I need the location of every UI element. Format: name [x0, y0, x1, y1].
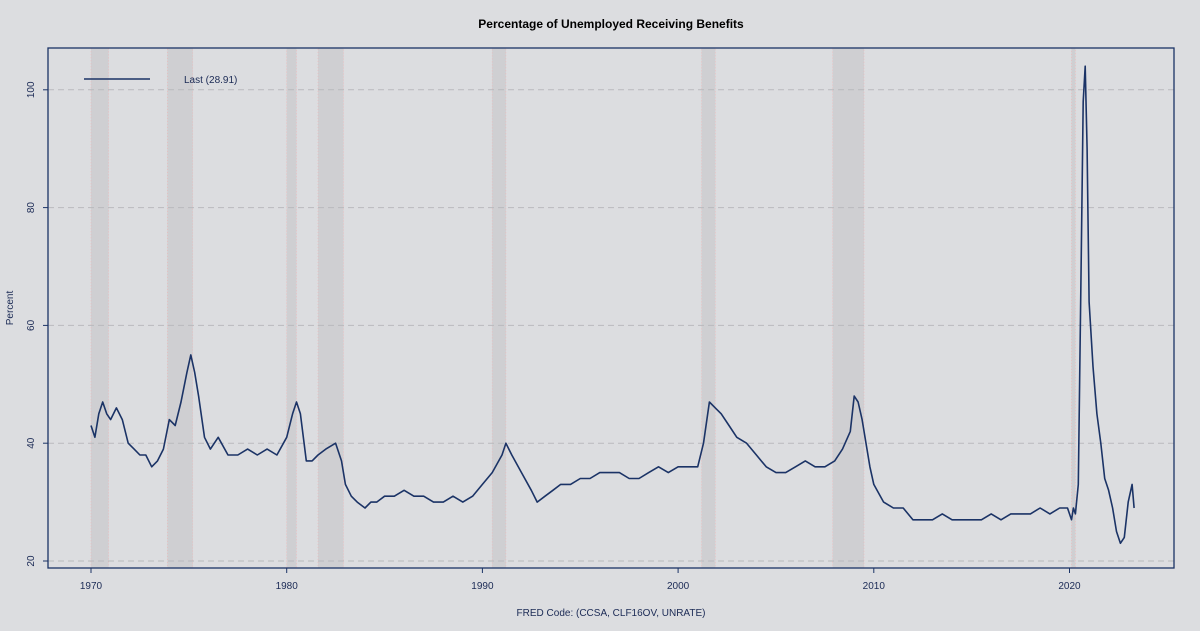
x-tick-label: 1980 — [276, 581, 299, 592]
y-axis-label: Percent — [5, 291, 16, 326]
y-tick-label: 60 — [26, 319, 37, 331]
x-tick-label: 2000 — [667, 581, 690, 592]
y-axis: 20 40 60 80 100 — [26, 81, 48, 567]
recession-band — [1071, 47, 1076, 569]
y-tick-label: 100 — [26, 81, 37, 98]
legend-label: Last (28.91) — [184, 75, 237, 86]
y-tick-label: 40 — [26, 437, 37, 449]
x-axis: 1970 1980 1990 2000 2010 2020 — [80, 568, 1081, 592]
recession-band — [832, 47, 865, 569]
series-line — [90, 65, 1135, 545]
x-tick-label: 2020 — [1058, 581, 1081, 592]
x-tick-label: 1970 — [80, 581, 103, 592]
plot-frame — [47, 47, 1175, 569]
x-axis-label: FRED Code: (CCSA, CLF16OV, UNRATE) — [517, 608, 706, 619]
recession-band — [701, 47, 716, 569]
recession-band — [491, 47, 507, 569]
x-tick-label: 2010 — [863, 581, 886, 592]
gridlines — [48, 89, 1174, 562]
recession-band — [286, 47, 297, 569]
recession-band — [90, 47, 109, 569]
legend: Last (28.91) — [84, 75, 237, 86]
recession-bands — [90, 47, 1076, 569]
y-tick-label: 20 — [26, 555, 37, 567]
x-tick-label: 1990 — [471, 581, 494, 592]
recession-band — [317, 47, 344, 569]
chart-title: Percentage of Unemployed Receiving Benef… — [478, 17, 744, 31]
y-tick-label: 80 — [26, 202, 37, 214]
recession-band — [167, 47, 194, 569]
